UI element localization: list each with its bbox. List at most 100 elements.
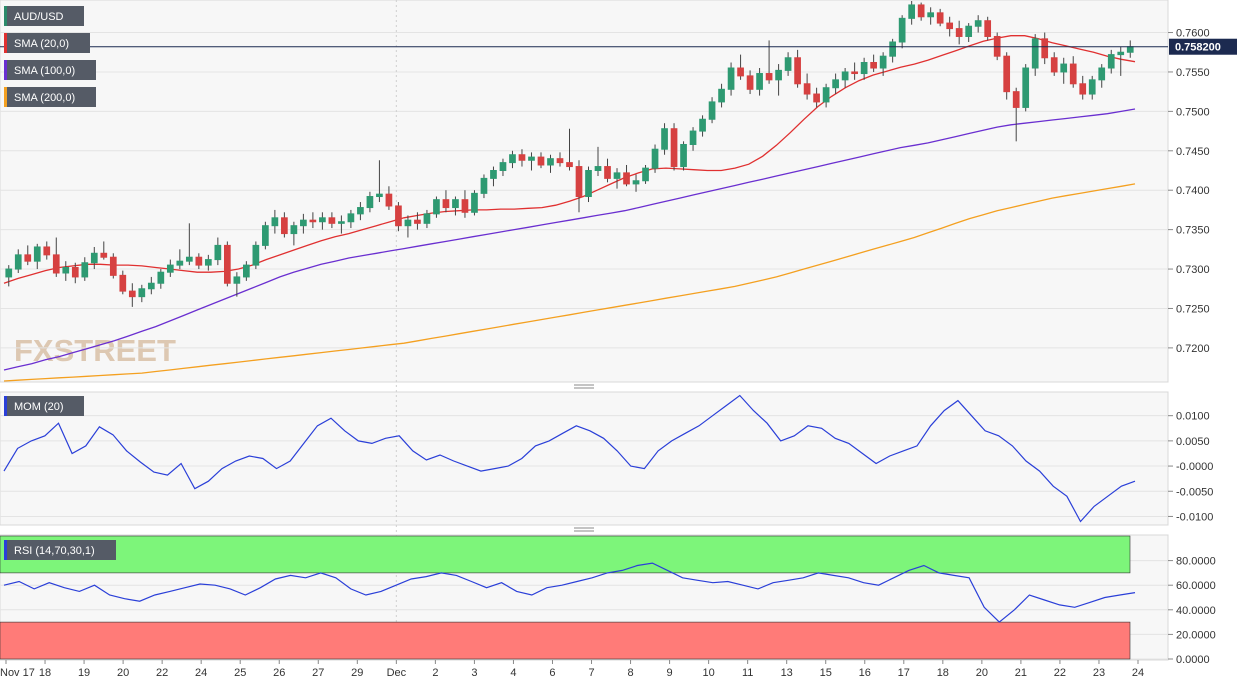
candle-body: [223, 244, 231, 284]
candle-body: [1003, 55, 1011, 93]
legend-sma-100[interactable]: SMA (100,0): [4, 60, 96, 80]
mom-tick-label: -0.0000: [1176, 461, 1213, 473]
candle-body: [471, 192, 478, 213]
candle-body: [1126, 46, 1134, 53]
current-price-tag: 0.758200: [1169, 38, 1237, 55]
x-tick-label: 18: [937, 667, 949, 679]
candle-body: [841, 71, 849, 81]
candle-body: [281, 217, 288, 235]
candle-body: [670, 128, 678, 168]
candle-body: [442, 199, 450, 209]
candle-body: [1031, 38, 1039, 69]
candle-body: [746, 75, 754, 90]
candle-body: [347, 213, 355, 223]
price-tick-label: 0.7400: [1176, 185, 1210, 197]
candle-body: [518, 154, 526, 161]
candle-body: [917, 4, 925, 18]
price-tick-label: 0.7450: [1176, 146, 1210, 158]
candle-body: [556, 158, 564, 164]
candle-body: [490, 170, 497, 179]
sma-20-line: [3, 35, 1136, 284]
candle-body: [1060, 63, 1068, 73]
candle-body: [528, 156, 535, 161]
candle-body: [499, 162, 507, 172]
price-pane: [0, 0, 1169, 383]
candle-body: [338, 221, 345, 224]
x-tick-label: 15: [820, 667, 832, 679]
x-tick-label: 25: [234, 667, 246, 679]
price-tick-label: 0.7600: [1176, 28, 1210, 40]
legend-sma-20[interactable]: SMA (20,0): [4, 33, 90, 53]
candle-body: [908, 4, 916, 19]
candle-body: [262, 225, 269, 246]
candle-body: [14, 254, 22, 270]
candle-body: [984, 20, 992, 37]
candle-body: [566, 162, 573, 168]
mom-tick-label: 0.0100: [1176, 411, 1210, 423]
candle-body: [90, 252, 98, 264]
candle-body: [537, 156, 545, 166]
x-tick-label: 13: [781, 667, 793, 679]
rsi-oversold-zone: [0, 621, 1131, 660]
candle-body: [822, 87, 830, 103]
candle-body: [1079, 83, 1087, 95]
legend-symbol[interactable]: AUD/USD: [4, 6, 84, 26]
rsi-tick-label: 80.0000: [1176, 556, 1216, 568]
candle-body: [680, 143, 687, 168]
candle-body: [62, 266, 70, 274]
mom-tick-label: 0.0050: [1176, 436, 1210, 448]
rsi-overbought-zone: [0, 535, 1131, 574]
candle-body: [366, 196, 374, 209]
y-axis-labels: 0.7600 0.7550 0.7500 0.7450 0.7400 0.7350 0.73…: [1168, 28, 1216, 666]
candle-body: [946, 22, 954, 30]
candle-body: [927, 12, 935, 18]
rsi-tick-label: 0.0000: [1176, 654, 1210, 666]
mom-tick-label: -0.0050: [1176, 486, 1213, 498]
rsi-series: [3, 562, 1136, 623]
pane-resize-handle[interactable]: [574, 527, 594, 532]
candle-body: [404, 219, 412, 227]
sma-20-label: SMA (20,0): [14, 38, 69, 50]
candle-body: [604, 166, 611, 179]
candle-body: [955, 28, 963, 37]
pane-resize-handle[interactable]: [574, 384, 594, 389]
legend-sma-200[interactable]: SMA (200,0): [4, 87, 96, 107]
candle-body: [1012, 91, 1020, 108]
x-axis-labels: Nov 17 18 19 20 22 24 25 26 27 29 Dec 2 3 4 6 7 8 9 10 11 13…: [0, 660, 1144, 679]
legend-mom[interactable]: MOM (20): [4, 396, 84, 416]
x-tick-label: 20: [117, 667, 129, 679]
price-tick-label: 0.7200: [1176, 343, 1210, 355]
candle-body: [109, 256, 117, 276]
candle-body: [423, 213, 431, 224]
x-tick-label: 8: [627, 667, 633, 679]
x-tick-label: 6: [549, 667, 555, 679]
candle-body: [24, 254, 32, 262]
sma-200-label: SMA (200,0): [14, 92, 75, 104]
x-tick-label: 24: [1132, 667, 1144, 679]
candle-body: [195, 256, 203, 266]
candle-body: [623, 172, 630, 185]
candle-body: [974, 20, 982, 27]
candle-body: [176, 260, 184, 266]
candle-body: [575, 166, 583, 198]
x-tick-label: 11: [742, 667, 753, 679]
x-tick-label: 2: [432, 667, 438, 679]
candle-body: [309, 219, 317, 223]
candle-body: [699, 118, 706, 132]
candle-body: [480, 177, 488, 194]
candle-body: [765, 73, 773, 81]
rsi-zones: [0, 535, 1131, 660]
x-tick-label: 26: [273, 667, 285, 679]
candle-body: [651, 148, 659, 169]
candle-body: [756, 73, 763, 90]
candle-body: [889, 41, 896, 57]
candle-body: [613, 172, 621, 179]
candle-body: [594, 166, 602, 172]
candle-body: [271, 217, 279, 227]
candle-body: [433, 199, 440, 215]
legend-rsi[interactable]: RSI (14,70,30,1): [4, 540, 116, 560]
x-tick-label: Dec: [387, 667, 407, 679]
candle-body: [737, 67, 744, 77]
x-tick-label: 9: [667, 667, 673, 679]
candle-body: [547, 158, 554, 166]
